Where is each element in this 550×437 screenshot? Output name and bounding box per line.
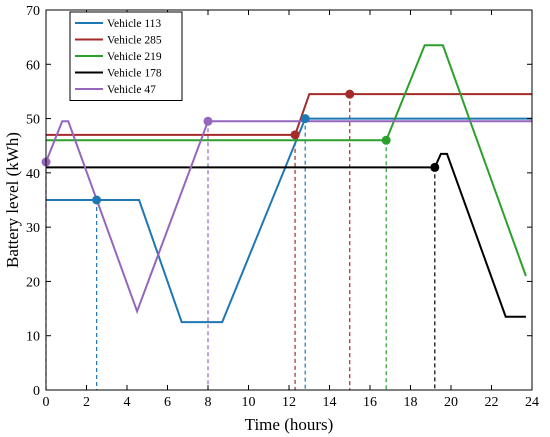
- y-tick-label: 10: [26, 330, 40, 345]
- x-tick-label: 16: [363, 395, 377, 410]
- legend-label: Vehicle 113: [107, 18, 161, 30]
- x-axis-label: Time (hours): [245, 415, 334, 434]
- y-tick-label: 50: [26, 113, 40, 128]
- dashed-drop-lines: [45, 94, 436, 390]
- y-tick-label: 20: [26, 275, 40, 290]
- x-tick-label: 20: [444, 395, 458, 410]
- x-tick-label: 0: [43, 395, 50, 410]
- marker-vehicle-47-1: [203, 116, 213, 126]
- legend: Vehicle 113 Vehicle 285 Vehicle 219 Vehicle…: [69, 11, 183, 101]
- x-tick-label: 14: [323, 395, 337, 410]
- y-tick-label: 40: [26, 167, 40, 182]
- marker-vehicle-113-1: [300, 114, 310, 124]
- x-tick-label: 10: [242, 395, 256, 410]
- y-tick-label: 30: [26, 221, 40, 236]
- x-tick-label: 24: [525, 395, 539, 410]
- y-tick-label: 60: [26, 58, 40, 73]
- x-tick-label: 6: [164, 395, 171, 410]
- legend-label: Vehicle 47: [107, 84, 156, 96]
- series-line-vehicle-113: [46, 117, 532, 324]
- x-tick-label: 18: [404, 395, 418, 410]
- y-axis-label: Battery level (kWh): [3, 132, 22, 268]
- y-axis-ticks: 0 10 20 30 40 50 60 70: [26, 4, 532, 399]
- legend-label: Vehicle 219: [107, 51, 162, 63]
- series-markers: [41, 89, 440, 205]
- x-tick-label: 22: [485, 395, 499, 410]
- series-line-vehicle-47: [45, 120, 532, 315]
- x-tick-label: 8: [205, 395, 212, 410]
- series-line-vehicle-285: [46, 93, 532, 136]
- x-tick-label: 12: [282, 395, 296, 410]
- marker-vehicle-285-1: [345, 89, 355, 99]
- marker-vehicle-285-0: [290, 130, 300, 140]
- marker-vehicle-113-0: [92, 195, 102, 205]
- legend-label: Vehicle 285: [107, 35, 162, 47]
- y-tick-label: 70: [26, 4, 40, 19]
- y-tick-label: 0: [33, 384, 40, 399]
- x-tick-label: 2: [83, 395, 90, 410]
- series-line-vehicle-178: [46, 152, 526, 318]
- marker-vehicle-178-0: [430, 162, 440, 172]
- x-tick-label: 4: [124, 395, 131, 410]
- marker-vehicle-219-0: [381, 135, 391, 145]
- legend-label: Vehicle 178: [107, 68, 162, 80]
